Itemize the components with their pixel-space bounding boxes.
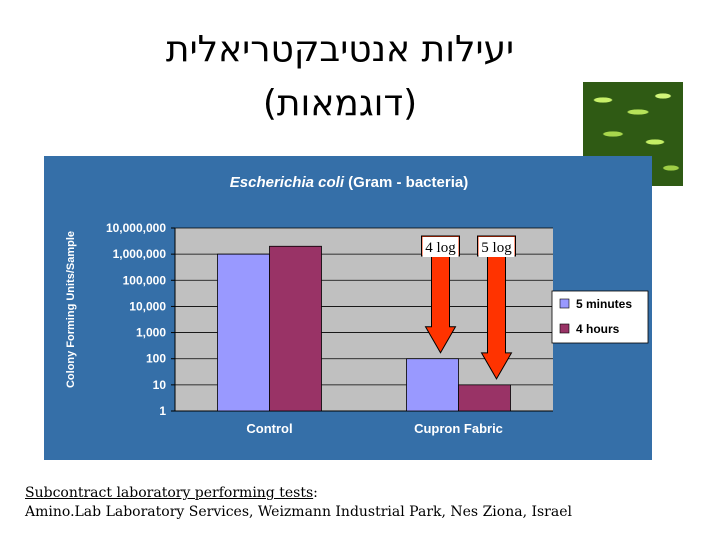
y-tick-label: 10 — [153, 378, 167, 392]
bar-1-1 — [458, 384, 511, 412]
legend-swatch-0 — [559, 298, 570, 309]
y-tick-label: 1,000 — [136, 326, 166, 340]
chart-panel: Escherichia coli (Gram - bacteria) 1 10 100… — [44, 156, 652, 460]
footer-colon: : — [313, 485, 318, 501]
y-tick-label: 100 — [146, 352, 166, 366]
x-tick-label: Control — [246, 421, 292, 436]
bar-0-1 — [269, 245, 322, 412]
y-tick-label: 1,000,000 — [113, 247, 167, 261]
bar-chart: Escherichia coli (Gram - bacteria) 1 10 100… — [65, 174, 649, 436]
chart-title: Escherichia coli (Gram - bacteria) — [230, 174, 468, 191]
annotation-label-bg-0 — [422, 237, 459, 257]
legend-label-1: 4 hours — [576, 322, 620, 336]
y-tick-label: 100,000 — [123, 273, 167, 287]
bar-0-0 — [217, 253, 270, 412]
annotation-label-0: 4 log — [425, 240, 456, 256]
annotation-label-1: 5 log — [481, 240, 512, 256]
chart-title-species: Escherichia coli — [230, 174, 345, 191]
y-tick-label: 10,000 — [129, 299, 166, 313]
footer-text: Amino.Lab Laboratory Services, Weizmann … — [25, 504, 572, 520]
slide-title-line-1: יעילות אנטיבקטריאלית — [165, 29, 515, 70]
legend-swatch-1 — [559, 323, 570, 334]
x-tick-label: Cupron Fabric — [414, 421, 503, 436]
y-tick-label: 1 — [159, 404, 166, 418]
chart-subtitle: (Gram - bacteria) — [344, 174, 468, 191]
y-tick-label: 10,000,000 — [106, 221, 166, 235]
footer-note: Subcontract laboratory performing tests:… — [25, 484, 705, 522]
slide-title-line-2: (דוגמאות) — [262, 83, 418, 124]
legend-label-0: 5 minutes — [576, 297, 632, 311]
annotation-label-bg-1 — [478, 237, 515, 257]
footer-label: Subcontract laboratory performing tests — [25, 485, 314, 501]
bar-1-0 — [406, 358, 459, 412]
y-axis-title: Colony Forming Units/Sample — [65, 231, 77, 388]
